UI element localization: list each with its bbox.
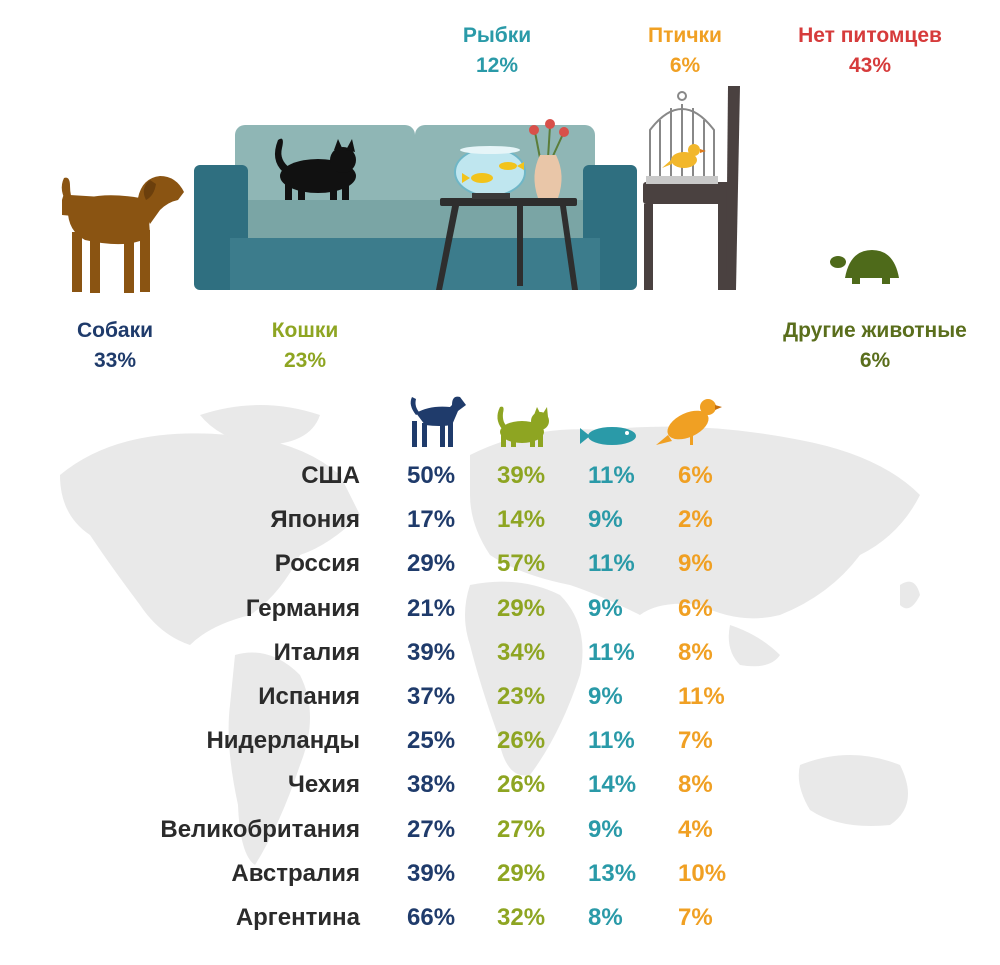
table-cell-value: 10% bbox=[678, 859, 727, 887]
table-cell-value: 27% bbox=[497, 815, 546, 843]
cat-icon bbox=[497, 406, 549, 447]
table-cell-value: 6% bbox=[678, 462, 713, 489]
table-cell-value: 27% bbox=[407, 815, 456, 843]
table-cell-value: 21% bbox=[407, 594, 456, 622]
table-cell-value: 57% bbox=[497, 550, 546, 578]
table-row-country: Аргентина bbox=[235, 904, 360, 931]
table-cell-value: 39% bbox=[407, 638, 456, 666]
table-row-country: Япония bbox=[270, 506, 360, 534]
table-cell-value: 39% bbox=[497, 462, 546, 489]
table-cell-value: 38% bbox=[407, 771, 456, 799]
summary-birds: Птички 6% bbox=[620, 21, 750, 81]
table-row-country: Россия bbox=[274, 550, 360, 578]
table-cell-value: 50% bbox=[407, 462, 456, 489]
summary-dogs-label: Собаки bbox=[76, 319, 154, 342]
table-cell-value: 13% bbox=[588, 859, 637, 887]
table-cell-value: 34% bbox=[497, 638, 546, 666]
chair-icon bbox=[643, 86, 740, 290]
table-row-country: Нидерланды bbox=[206, 727, 360, 755]
table-row-country: Испания bbox=[258, 683, 360, 710]
table-cell-value: 26% bbox=[497, 771, 546, 799]
table-cell-value: 29% bbox=[497, 594, 546, 622]
table-cell-value: 9% bbox=[588, 506, 623, 534]
table-header-icons bbox=[410, 396, 722, 447]
fish-icon bbox=[580, 427, 636, 445]
table-cell-value: 14% bbox=[588, 771, 637, 799]
table-cell-value: 11% bbox=[588, 462, 635, 489]
table-icon bbox=[436, 198, 578, 290]
table-cell-value: 37% bbox=[407, 683, 456, 710]
table-cell-value: 8% bbox=[678, 638, 713, 666]
table-cell-value: 66% bbox=[407, 904, 456, 931]
table-cell-value: 2% bbox=[678, 506, 713, 534]
sofa-icon bbox=[194, 125, 637, 290]
turtle-icon bbox=[830, 250, 899, 284]
table-row-country: Великобритания bbox=[160, 815, 360, 843]
table-cell-value: 29% bbox=[407, 550, 456, 578]
table-row-country: Италия bbox=[273, 638, 360, 666]
table-cell-value: 4% bbox=[678, 815, 713, 843]
table-cell-value: 11% bbox=[678, 683, 725, 710]
bird-icon bbox=[662, 144, 706, 168]
table-cell-value: 9% bbox=[588, 683, 623, 710]
table-cell-value: 6% bbox=[678, 594, 713, 622]
table-cell-value: 23% bbox=[497, 683, 546, 710]
summary-fish-value: 12% bbox=[475, 54, 519, 77]
table-cell-value: 26% bbox=[497, 727, 546, 755]
summary-cats: Кошки 23% bbox=[240, 316, 370, 376]
summary-other-value: 6% bbox=[859, 349, 891, 372]
table-cell-value: 7% bbox=[678, 904, 713, 931]
summary-other: Другие животные 6% bbox=[760, 316, 990, 376]
summary-cats-label: Кошки bbox=[271, 319, 339, 342]
dog-icon bbox=[410, 396, 466, 447]
table-cell-value: 11% bbox=[588, 638, 635, 666]
table-cell-value: 9% bbox=[588, 594, 623, 622]
cat-icon bbox=[274, 138, 356, 200]
table-cell-value: 11% bbox=[588, 550, 635, 578]
table-cell-value: 17% bbox=[407, 506, 456, 534]
table-cell-value: 14% bbox=[497, 506, 546, 534]
table-row-country: Германия bbox=[245, 594, 360, 622]
living-room-illustration bbox=[61, 86, 899, 293]
world-map-icon bbox=[60, 405, 920, 865]
table-cell-value: 8% bbox=[678, 771, 713, 799]
bird-icon bbox=[656, 399, 722, 445]
table-row-country: Австралия bbox=[231, 859, 360, 887]
table-cell-value: 39% bbox=[407, 859, 456, 887]
table-cell-value: 9% bbox=[678, 550, 713, 578]
summary-cats-value: 23% bbox=[283, 349, 327, 372]
table-cell-value: 11% bbox=[588, 727, 635, 755]
summary-fish: Рыбки 12% bbox=[432, 21, 562, 81]
summary-dogs-value: 33% bbox=[93, 349, 137, 372]
summary-birds-value: 6% bbox=[669, 54, 701, 77]
summary-none: Нет питомцев 43% bbox=[760, 21, 980, 81]
dog-icon bbox=[61, 176, 184, 293]
summary-fish-label: Рыбки bbox=[462, 24, 532, 47]
summary-birds-label: Птички bbox=[648, 24, 722, 47]
table-cell-value: 32% bbox=[497, 904, 546, 931]
table-cell-value: 7% bbox=[678, 727, 713, 755]
table-row-country: США bbox=[301, 462, 360, 489]
table-row-country: Чехия bbox=[288, 771, 360, 799]
summary-none-value: 43% bbox=[848, 54, 892, 77]
summary-none-label: Нет питомцев bbox=[798, 24, 942, 47]
vase-icon bbox=[529, 119, 569, 198]
table-cell-value: 9% bbox=[588, 815, 623, 843]
summary-dogs: Собаки 33% bbox=[50, 316, 180, 376]
summary-other-label: Другие животные bbox=[783, 319, 967, 342]
fishbowl-icon bbox=[454, 146, 526, 199]
table-cell-value: 25% bbox=[407, 727, 456, 755]
table-cell-value: 29% bbox=[497, 859, 546, 887]
table-cell-value: 8% bbox=[588, 904, 623, 931]
